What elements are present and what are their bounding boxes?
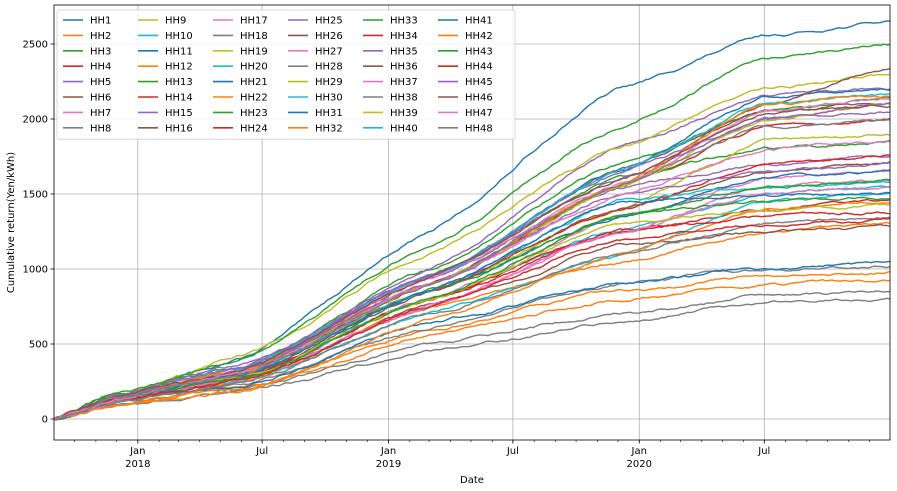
series-line-hh20 — [53, 192, 891, 419]
legend-label: HH23 — [240, 108, 268, 119]
legend-label: HH37 — [390, 77, 418, 88]
series-line-hh48 — [53, 119, 891, 421]
legend-label: HH17 — [240, 16, 268, 27]
legend-label: HH16 — [165, 123, 193, 134]
series-line-hh32 — [54, 201, 891, 420]
legend-label: HH35 — [390, 46, 418, 57]
y-tick-label: 500 — [29, 340, 48, 351]
series-lines — [53, 20, 891, 421]
x-tick-label: Jul — [757, 446, 770, 457]
legend-label: HH29 — [315, 77, 343, 88]
legend-label: HH28 — [315, 62, 343, 73]
x-axis: Jan 2018 Jul Jan 2019 Jul Jan 2020 Jul — [74, 440, 870, 470]
legend-label: HH33 — [390, 16, 418, 27]
legend-label: HH34 — [390, 31, 418, 42]
x-tick-label: Jan — [631, 446, 647, 457]
legend-label: HH8 — [90, 123, 111, 134]
series-line-hh43 — [53, 178, 891, 420]
series-line-hh9 — [53, 73, 891, 420]
legend-label: HH27 — [315, 46, 343, 57]
legend: HH1 HH2 HH3 HH4 HH5 HH6 HH7 HH8 HH9 HH10 HH11 HH12 H… — [56, 9, 516, 140]
series-line-hh46 — [53, 104, 891, 419]
series-line-hh23 — [54, 43, 891, 421]
legend-label: HH14 — [165, 93, 193, 104]
y-tick-label: 0 — [42, 415, 48, 426]
legend-label: HH19 — [240, 46, 268, 57]
legend-label: HH46 — [465, 93, 493, 104]
legend-label: HH13 — [165, 77, 193, 88]
plot-frame — [53, 4, 891, 441]
x-tick-label: Jan — [380, 446, 396, 457]
legend-label: HH41 — [465, 16, 493, 27]
legend-label: HH25 — [315, 16, 343, 27]
legend-box — [56, 9, 516, 140]
legend-label: HH10 — [165, 31, 193, 42]
legend-label: HH43 — [465, 46, 493, 57]
legend-label: HH2 — [90, 31, 111, 42]
x-tick-label: Jan — [129, 446, 145, 457]
legend-label: HH3 — [90, 46, 111, 57]
legend-label: HH39 — [390, 108, 418, 119]
y-tick-label: 1500 — [23, 190, 48, 201]
legend-label: HH12 — [165, 62, 193, 73]
legend-label: HH31 — [315, 108, 343, 119]
legend-label: HH26 — [315, 31, 343, 42]
legend-label: HH42 — [465, 31, 493, 42]
legend-label: HH21 — [240, 77, 268, 88]
legend-label: HH15 — [165, 108, 193, 119]
x-tick-year-label: 2018 — [125, 459, 150, 470]
series-line-hh44 — [53, 217, 891, 419]
legend-label: HH22 — [240, 93, 268, 104]
series-line-hh22 — [53, 279, 891, 421]
x-tick-year-label: 2019 — [376, 459, 401, 470]
legend-label: HH40 — [390, 123, 418, 134]
x-tick-label: Jul — [506, 446, 519, 457]
series-line-hh15 — [53, 155, 891, 420]
legend-label: HH36 — [390, 62, 418, 73]
legend-label: HH20 — [240, 62, 268, 73]
y-tick-label: 2000 — [23, 115, 48, 126]
legend-label: HH18 — [240, 31, 268, 42]
legend-label: HH1 — [90, 16, 111, 27]
legend-label: HH30 — [315, 93, 343, 104]
legend-label: HH32 — [315, 123, 343, 134]
series-line-hh37 — [54, 185, 891, 420]
legend-label: HH24 — [240, 123, 268, 134]
y-axis-label: Cumulative return(Yen/kWh) — [6, 152, 17, 293]
x-tick-year-label: 2020 — [627, 459, 652, 470]
y-tick-label: 1000 — [23, 265, 48, 276]
y-tick-label: 2500 — [23, 40, 48, 51]
legend-label: HH47 — [465, 108, 493, 119]
legend-label: HH45 — [465, 77, 493, 88]
legend-label: HH6 — [90, 93, 111, 104]
x-axis-label: Date — [460, 475, 484, 486]
legend-label: HH48 — [465, 123, 493, 134]
legend-label: HH38 — [390, 93, 418, 104]
legend-label: HH44 — [465, 62, 493, 73]
y-axis: 0 500 1000 1500 2000 2500 — [23, 40, 54, 426]
x-tick-label: Jul — [255, 446, 268, 457]
legend-label: HH11 — [165, 46, 193, 57]
legend-label: HH4 — [90, 62, 111, 73]
legend-label: HH9 — [165, 16, 186, 27]
legend-label: HH5 — [90, 77, 111, 88]
legend-label: HH7 — [90, 108, 111, 119]
